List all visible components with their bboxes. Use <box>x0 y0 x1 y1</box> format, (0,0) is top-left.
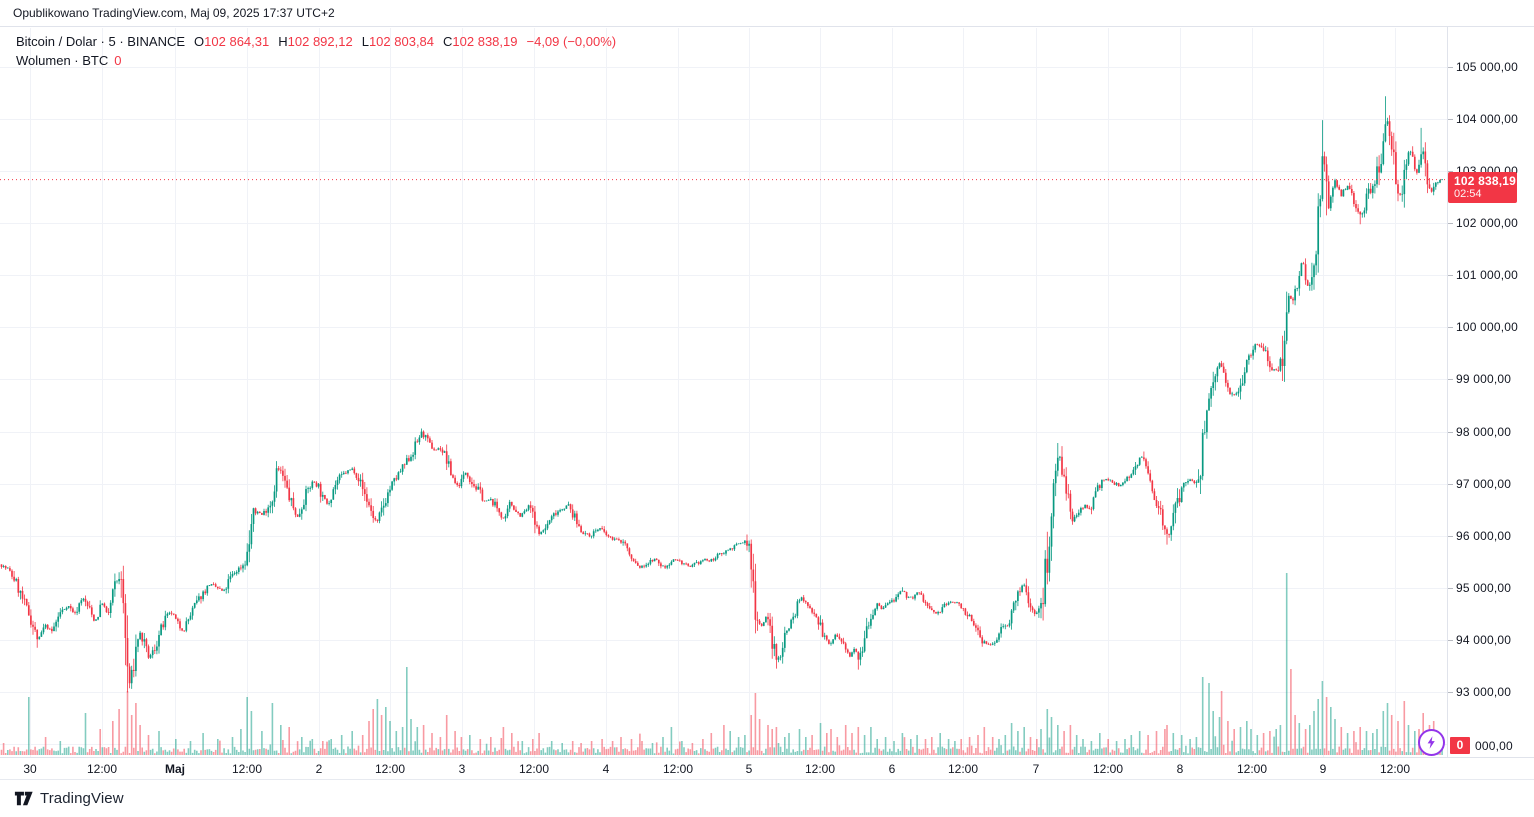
time-tick-label: 12:00 <box>518 762 550 776</box>
time-tick-label: 9 <box>1319 762 1327 776</box>
time-tick-label: 12:00 <box>231 762 263 776</box>
time-tick-label: 12:00 <box>804 762 836 776</box>
symbol-title[interactable]: Bitcoin / Dolar · 5 · BINANCE <box>16 34 186 49</box>
time-tick-label: 2 <box>315 762 323 776</box>
tradingview-wordmark: TradingView <box>40 790 124 807</box>
volume-zero-badge: 0 <box>1450 737 1470 754</box>
price-tick-label: 98 000,00 <box>1448 424 1534 440</box>
time-tick-label: 8 <box>1176 762 1184 776</box>
price-change: −4,09 (−0,00%) <box>526 34 617 49</box>
time-tick-label: 12:00 <box>374 762 406 776</box>
time-tick-label: 12:00 <box>662 762 694 776</box>
price-tick-mark <box>1448 639 1453 641</box>
bar-countdown: 02:54 <box>1454 188 1482 200</box>
price-tick-label: 94 000,00 <box>1448 632 1534 648</box>
price-tick-label: 101 000,00 <box>1448 267 1534 283</box>
time-tick-label: 5 <box>745 762 753 776</box>
price-tick-mark <box>1448 587 1453 589</box>
volume-label[interactable]: Wolumen · BTC <box>16 53 109 68</box>
price-tick-mark <box>1448 275 1453 277</box>
volume-value: 0 <box>114 53 122 68</box>
time-tick-label: 12:00 <box>947 762 979 776</box>
price-tick-mark <box>1448 171 1453 173</box>
volume-axis-row: 0 000,00 <box>1450 737 1513 754</box>
time-tick-label: 12:00 <box>1092 762 1124 776</box>
price-tick-mark <box>1448 535 1453 537</box>
tradingview-logo[interactable]: TradingView <box>14 790 124 807</box>
attribution-bar: Opublikowano TradingView.com, Maj 09, 20… <box>0 0 1534 27</box>
price-tick-label: 96 000,00 <box>1448 528 1534 544</box>
ohlc-high: H102 892,12 <box>278 34 353 49</box>
last-price-label: 102 838,19 02:54 <box>1448 172 1517 203</box>
price-tick-label: 93 000,00 <box>1448 684 1534 700</box>
price-tick-label: 104 000,00 <box>1448 111 1534 127</box>
chart-legend: Bitcoin / Dolar · 5 · BINANCE O102 864,3… <box>16 33 616 71</box>
price-tick-label: 102 000,00 <box>1448 215 1534 231</box>
price-tick-label: 105 000,00 <box>1448 59 1534 75</box>
time-tick-label: 6 <box>888 762 896 776</box>
time-tick-label: 3 <box>458 762 466 776</box>
last-price-value: 102 838,19 <box>1454 174 1517 188</box>
price-tick-label: 100 000,00 <box>1448 319 1534 335</box>
time-tick-label: 7 <box>1032 762 1040 776</box>
price-tick-label: 95 000,00 <box>1448 580 1534 596</box>
price-tick-mark <box>1448 119 1453 121</box>
time-tick-label: Maj <box>164 762 186 776</box>
price-tick-mark <box>1448 223 1453 225</box>
price-tick-label: 99 000,00 <box>1448 371 1534 387</box>
price-tick-label: 97 000,00 <box>1448 476 1534 492</box>
footer-bar: TradingView <box>0 780 1534 817</box>
ohlc-open: O102 864,31 <box>194 34 270 49</box>
ohlc-low: L102 803,84 <box>361 34 435 49</box>
legend-volume-row: Wolumen · BTC 0 <box>16 52 616 69</box>
price-tick-partial: 000,00 <box>1475 738 1513 753</box>
price-tick-mark <box>1448 67 1453 68</box>
time-tick-label: 4 <box>602 762 610 776</box>
lightning-button[interactable] <box>1418 729 1445 756</box>
tradingview-logo-icon <box>14 790 33 807</box>
price-tick-mark <box>1448 379 1453 381</box>
time-tick-label: 12:00 <box>1379 762 1411 776</box>
time-scale[interactable]: 30 12:00 Maj 12:00 2 12:00 3 12:00 4 12:00 5 12:00 6… <box>0 757 1534 780</box>
legend-symbol-row: Bitcoin / Dolar · 5 · BINANCE O102 864,3… <box>16 33 616 50</box>
time-tick-label: 30 <box>23 762 37 776</box>
price-tick-mark <box>1448 327 1453 329</box>
time-tick-label: 12:00 <box>86 762 118 776</box>
attribution-text: Opublikowano TradingView.com, Maj 09, 20… <box>13 6 335 20</box>
price-tick-mark <box>1448 431 1453 433</box>
price-tick-mark <box>1448 691 1453 693</box>
ohlc-close: C102 838,19 <box>443 34 518 49</box>
lightning-icon <box>1424 735 1439 750</box>
time-tick-label: 12:00 <box>1236 762 1268 776</box>
price-tick-mark <box>1448 483 1453 485</box>
